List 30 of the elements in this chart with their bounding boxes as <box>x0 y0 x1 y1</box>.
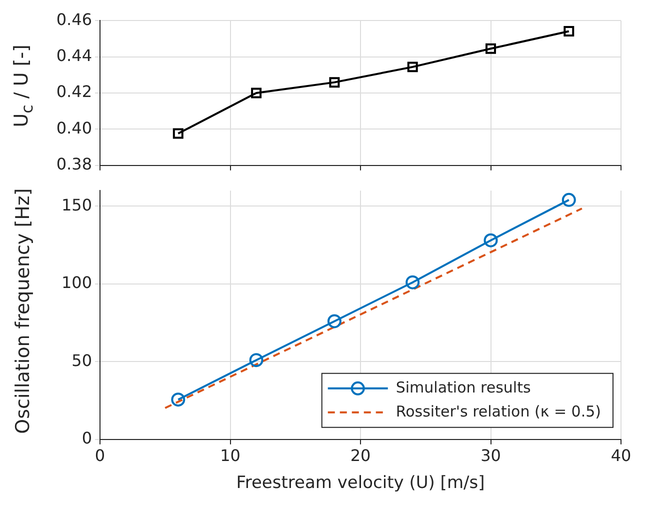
y-tick-label: 0 <box>82 428 92 448</box>
y-tick-label: 0.44 <box>56 46 92 65</box>
x-axis-title: Freestream velocity (U) [m/s] <box>236 473 485 494</box>
y-axis-title: Oscillation frequency [Hz] <box>12 188 34 434</box>
point <box>407 62 418 72</box>
y-tick-label: 50 <box>72 350 92 370</box>
y-tick-label: 100 <box>61 273 92 292</box>
point <box>327 314 342 328</box>
point <box>171 392 186 407</box>
legend-label: Rossiter's relation (κ = 0.5) <box>396 402 602 420</box>
point <box>484 233 498 248</box>
y-tick-label: 150 <box>61 195 92 214</box>
y-tick-label: 0.46 <box>56 10 92 29</box>
point <box>562 192 576 207</box>
point <box>329 77 340 88</box>
point <box>564 26 574 37</box>
y-tick-label: 0.42 <box>56 82 92 102</box>
point <box>406 275 420 290</box>
point <box>486 43 496 54</box>
point <box>172 128 184 139</box>
x-tick-label: 30 <box>480 446 501 466</box>
x-tick-label: 0 <box>94 446 106 466</box>
y-tick-label: 0.38 <box>56 154 92 174</box>
y-tick-label: 0.40 <box>56 118 92 138</box>
legend-label: Simulation results <box>396 378 531 396</box>
point <box>251 88 262 98</box>
x-tick-label: 10 <box>220 446 240 466</box>
point <box>249 353 264 368</box>
x-tick-label: 40 <box>610 446 632 466</box>
x-tick-label: 20 <box>350 446 371 466</box>
